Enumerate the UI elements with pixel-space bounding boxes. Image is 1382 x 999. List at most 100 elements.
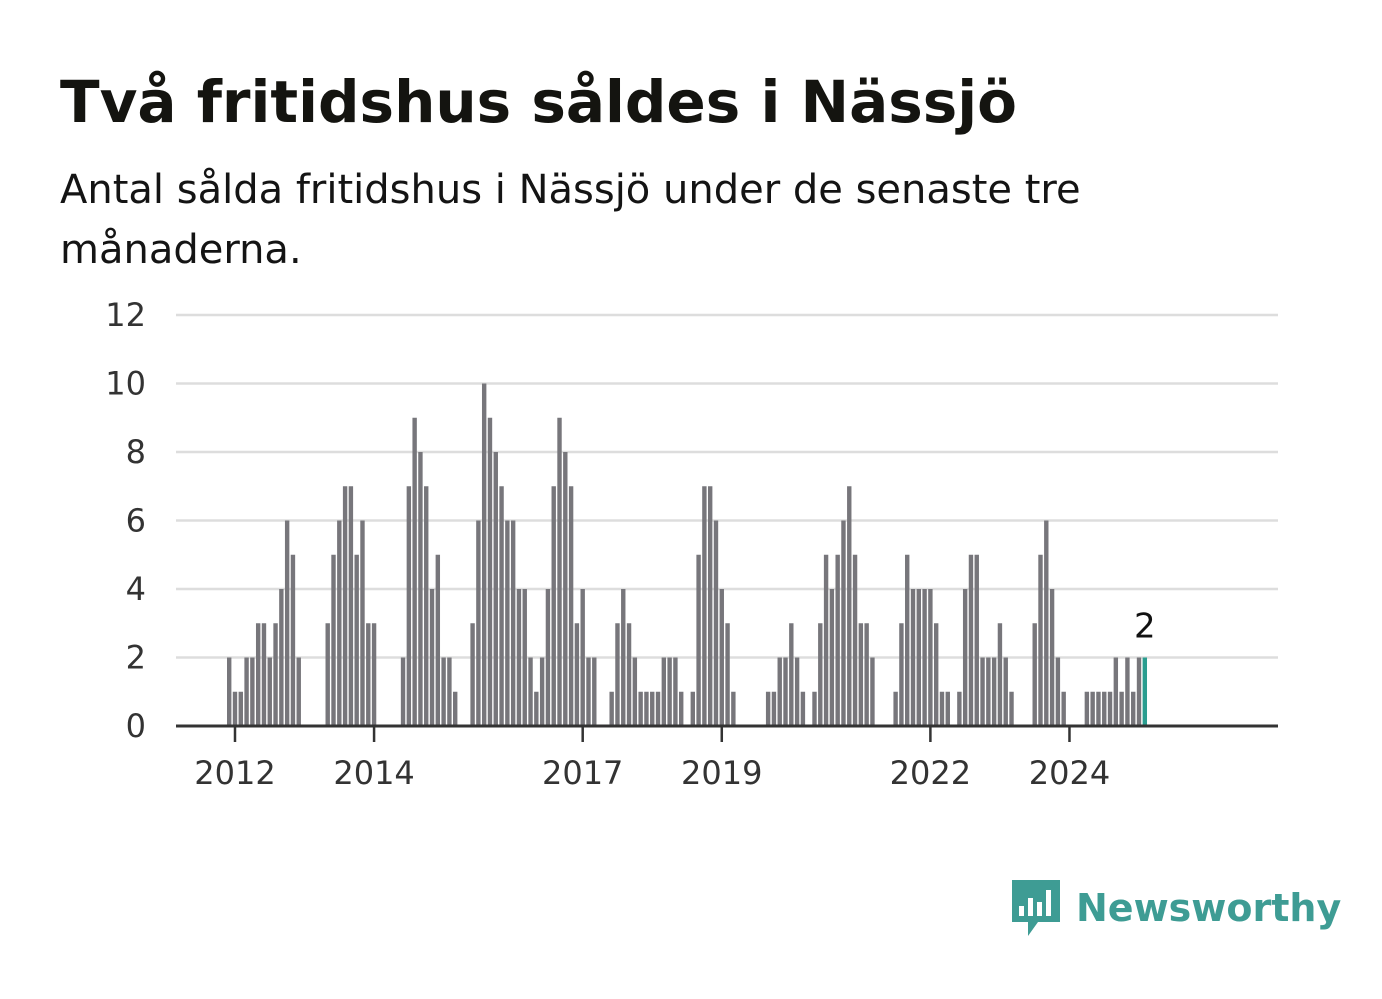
bar [702,486,707,726]
bar [1113,657,1119,726]
bar [626,623,632,726]
bar [609,691,614,726]
bar [360,520,365,726]
bar [586,657,591,726]
bar [476,520,481,726]
highlight-bar [1142,657,1148,726]
bar [847,486,852,726]
y-tick-label: 10 [105,365,146,403]
bar [539,657,545,726]
y-tick-label: 0 [126,707,146,745]
bar [453,691,458,726]
bar [528,657,533,726]
bar [667,657,672,726]
bar [337,520,342,726]
bar [707,486,713,726]
bar [997,623,1003,726]
bar [279,589,284,726]
x-tick-label: 2012 [194,754,275,792]
bar [261,623,267,726]
x-tick-label: 2014 [333,754,414,792]
bar [800,691,806,726]
bar [418,452,423,726]
bar [1119,691,1124,726]
bar [290,554,296,726]
bar [1049,589,1055,726]
bar [551,486,556,726]
bar [783,657,788,726]
bar [435,554,441,726]
bar [400,657,406,726]
bar [632,657,638,726]
bar [1090,691,1095,726]
bar [1009,691,1014,726]
bar [690,691,695,726]
bar [493,452,498,726]
bar [655,691,661,726]
x-axis-tick-labels: 2012 2014 2017 2019 2022 2024 [194,754,1110,792]
bar [725,623,730,726]
bar [371,623,377,726]
bars [227,383,1148,726]
bar [765,691,771,726]
bar [557,417,562,726]
bar [841,520,846,726]
bar [864,623,869,726]
bar [580,589,585,726]
bar [852,554,858,726]
bar [1038,554,1043,726]
bar [731,691,736,726]
bar [962,589,968,726]
bar [342,486,348,726]
bar [267,657,272,726]
y-tick-label: 6 [126,502,146,540]
grid-lines [176,313,1278,659]
bar [510,520,516,726]
bar [238,691,243,726]
bar [255,623,261,726]
bar [661,657,667,726]
x-tick-label: 2017 [542,754,623,792]
bar [870,657,875,726]
bar [1107,691,1113,726]
bar [829,589,835,726]
bar [835,554,840,726]
bar [296,657,301,726]
y-axis-tick-labels: 0 2 4 6 8 10 12 [105,296,146,745]
x-tick-label: 2022 [890,754,971,792]
bar [244,657,249,726]
bar [574,623,580,726]
bar [563,452,568,726]
bar [250,657,255,726]
bar [922,589,927,726]
bar [545,589,551,726]
bar [1136,657,1142,726]
bar [939,691,945,726]
bar [1096,691,1101,726]
bar [284,520,290,726]
bar [980,657,985,726]
bar [823,554,829,726]
bar [957,691,962,726]
bar [516,589,522,726]
chart-subtitle: Antal sålda fritidshus i Nässjö under de… [60,167,1081,273]
bar [1055,657,1061,726]
bar [470,623,475,726]
bar [406,486,412,726]
bar [429,589,435,726]
bar [412,417,417,726]
bar [928,589,933,726]
bar [534,691,539,726]
bar [991,657,997,726]
bar [325,623,330,726]
bar [1032,623,1037,726]
bar [945,691,950,726]
bar [679,691,684,726]
bar [592,657,597,726]
bar [621,589,626,726]
bar [447,657,452,726]
bar [354,554,359,726]
bar [1125,657,1130,726]
highlight-value-label: 2 [1134,607,1156,647]
x-tick-label: 2019 [681,754,762,792]
